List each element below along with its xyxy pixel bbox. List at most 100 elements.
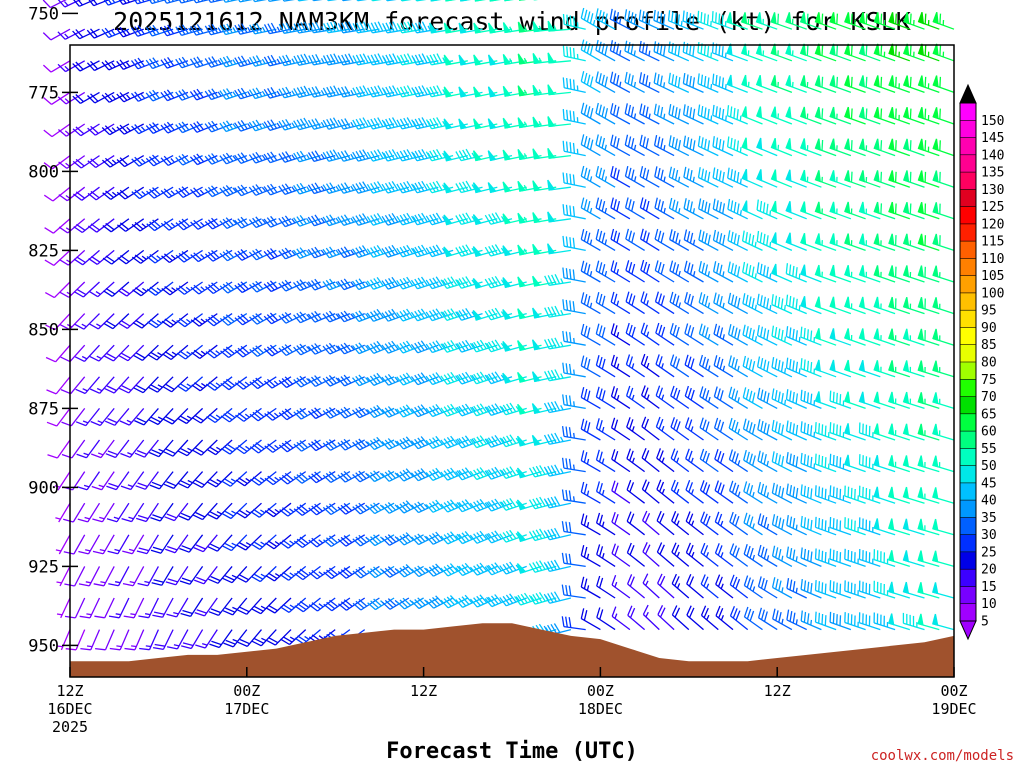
wind-barb: [917, 170, 940, 188]
wind-barb: [580, 134, 601, 157]
wind-barb: [42, 60, 71, 73]
wind-barb: [888, 391, 911, 410]
wind-barb: [308, 597, 336, 612]
wind-barb: [626, 574, 646, 599]
wind-barb: [204, 88, 233, 101]
wind-barb: [425, 244, 454, 258]
wind-barb: [60, 344, 86, 363]
wind-barb: [293, 85, 321, 99]
wind-barb: [698, 354, 719, 378]
wind-barb: [642, 604, 660, 631]
wind-barb: [381, 373, 410, 386]
wind-barb: [547, 243, 571, 255]
wind-barb: [73, 218, 100, 234]
wind-barb: [686, 605, 704, 631]
wind-barb: [932, 11, 955, 30]
wind-barb: [516, 531, 542, 543]
wind-barb: [829, 485, 852, 504]
wind-barb: [149, 471, 174, 490]
wind-barb: [78, 534, 101, 555]
wind-barb: [455, 371, 483, 385]
wind-barb: [700, 542, 719, 567]
wind-barb: [786, 609, 807, 631]
wind-barb: [858, 106, 881, 125]
wind-barb: [547, 116, 571, 128]
wind-barb: [517, 180, 542, 192]
wind-barb: [670, 448, 690, 473]
wind-barb: [858, 75, 881, 94]
colorbar-over-arrow: [959, 83, 977, 104]
wind-barb: [293, 53, 321, 66]
wind-barb: [145, 57, 174, 70]
y-tick-label: 775: [28, 83, 59, 103]
wind-barb: [902, 328, 925, 346]
wind-barb: [741, 74, 763, 94]
wind-barb: [484, 403, 513, 417]
colorbar-swatch: [960, 137, 976, 156]
wind-barb: [455, 499, 483, 513]
wind-barb: [410, 340, 439, 354]
wind-barb: [337, 21, 365, 34]
wind-barb: [502, 54, 527, 66]
wind-barb: [902, 518, 925, 536]
wind-barb: [57, 0, 82, 8]
wind-barb: [307, 150, 336, 163]
wind-barb: [770, 75, 793, 94]
wind-barb: [785, 357, 807, 378]
wind-barb: [682, 104, 704, 125]
wind-barb: [669, 260, 690, 283]
wind-barb: [532, 307, 557, 319]
wind-barb: [278, 86, 306, 99]
wind-barb: [561, 552, 586, 568]
colorbar-swatch: [960, 327, 976, 346]
colorbar-swatch: [960, 103, 976, 121]
wind-barb: [727, 167, 748, 188]
wind-barb: [219, 88, 248, 100]
wind-barb: [873, 170, 896, 188]
wind-barb: [699, 448, 719, 473]
wind-barb: [322, 85, 351, 98]
wind-barb: [396, 372, 424, 386]
wind-barb: [504, 0, 515, 2]
colorbar-swatch: [960, 344, 976, 363]
wind-barb: [655, 354, 675, 378]
wind-barb: [279, 597, 307, 613]
wind-barb: [193, 534, 218, 553]
wind-barb: [858, 328, 881, 346]
wind-barb: [697, 10, 719, 30]
colorbar-swatch: [960, 569, 976, 587]
wind-barb: [562, 204, 586, 220]
wind-barb: [671, 542, 690, 567]
wind-barb: [148, 0, 167, 5]
wind-barb: [799, 169, 822, 188]
wind-barb: [532, 243, 557, 255]
wind-barb: [547, 179, 571, 191]
wind-barb: [727, 292, 749, 315]
wind-barb: [279, 565, 307, 581]
wind-barb: [532, 84, 557, 96]
wind-barb: [192, 502, 218, 521]
wind-barb: [56, 566, 71, 587]
wind-barb: [122, 534, 145, 555]
colorbar-label: 105: [981, 269, 1004, 284]
x-tick-label: 12Z: [764, 682, 791, 700]
wind-barb: [116, 91, 144, 103]
wind-barb: [858, 43, 881, 62]
wind-barb: [279, 502, 307, 517]
wind-barb: [278, 247, 306, 260]
wind-barb: [756, 199, 778, 220]
wind-barb: [757, 513, 778, 536]
wind-barb: [685, 479, 704, 504]
wind-barb: [160, 89, 189, 102]
colorbar-label: 50: [981, 459, 997, 474]
wind-barb: [178, 0, 196, 4]
colorbar-label: 25: [981, 545, 997, 560]
wind-barb: [562, 394, 586, 410]
wind-barb: [595, 386, 616, 409]
wind-barb: [117, 249, 145, 265]
wind-barb: [814, 548, 837, 568]
wind-barb: [440, 467, 469, 481]
wind-barb: [489, 0, 501, 2]
wind-barb: [698, 260, 719, 283]
wind-barb: [770, 137, 793, 157]
